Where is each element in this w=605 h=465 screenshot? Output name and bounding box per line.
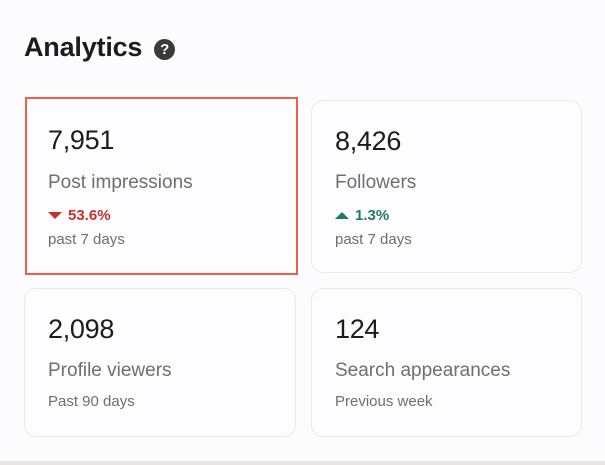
search-appearances-period: Previous week (335, 393, 433, 410)
followers-change-text: 1.3% (355, 207, 390, 224)
followers-period: past 7 days (335, 231, 412, 248)
followers-change: 1.3% (335, 207, 389, 224)
analytics-header: Analytics ? (24, 32, 176, 63)
profile-viewers-card[interactable]: 2,098 Profile viewers Past 90 days (24, 288, 296, 437)
post-impressions-change-text: 53.6% (68, 207, 111, 224)
search-appearances-value: 124 (335, 314, 380, 344)
profile-viewers-label: Profile viewers (48, 360, 172, 381)
question-circle-icon[interactable]: ? (154, 38, 176, 60)
profile-viewers-value: 2,098 (48, 314, 115, 344)
post-impressions-value: 7,951 (48, 125, 115, 155)
search-appearances-label: Search appearances (335, 360, 511, 381)
followers-value: 8,426 (335, 126, 402, 156)
post-impressions-period: past 7 days (48, 231, 125, 248)
page-title: Analytics (24, 32, 143, 62)
post-impressions-label: Post impressions (48, 172, 193, 193)
post-impressions-card[interactable]: 7,951 Post impressions 53.6% past 7 days (25, 97, 298, 275)
triangle-up-icon (335, 212, 349, 219)
profile-viewers-period: Past 90 days (48, 393, 135, 410)
post-impressions-change: 53.6% (48, 207, 111, 224)
search-appearances-card[interactable]: 124 Search appearances Previous week (311, 288, 582, 437)
followers-label: Followers (335, 172, 417, 193)
triangle-down-icon (48, 212, 62, 219)
bottom-divider (0, 461, 605, 465)
followers-card[interactable]: 8,426 Followers 1.3% past 7 days (311, 100, 582, 273)
